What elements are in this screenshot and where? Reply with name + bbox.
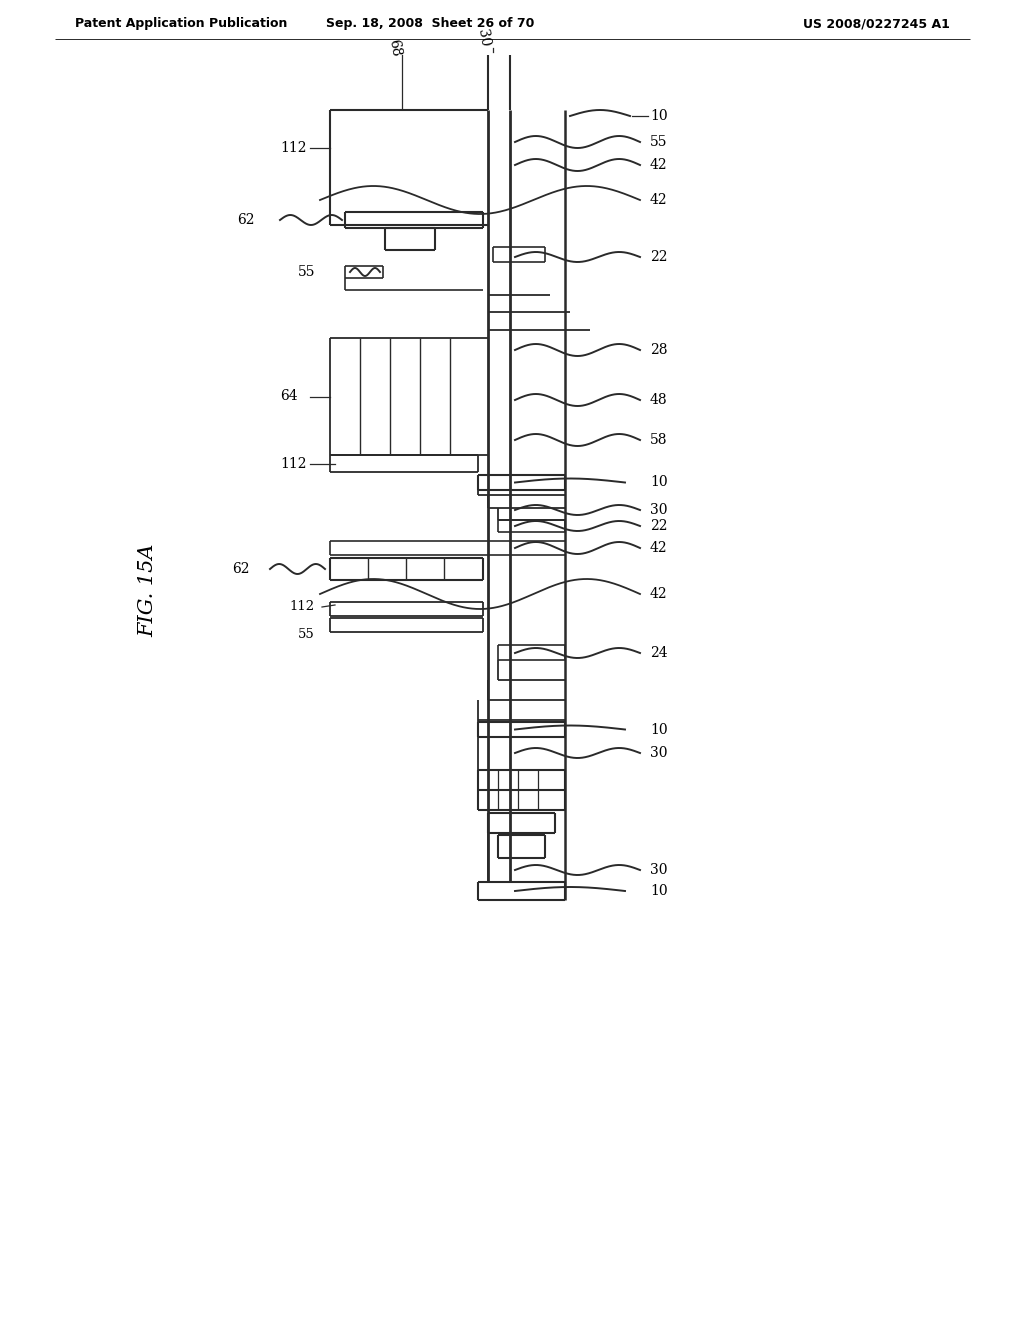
Text: 30: 30: [474, 28, 492, 48]
Text: 112: 112: [290, 601, 315, 614]
Text: 112: 112: [280, 140, 306, 154]
Text: 42: 42: [650, 193, 668, 207]
Text: 10: 10: [650, 110, 668, 123]
Text: 28: 28: [650, 343, 668, 356]
Text: 22: 22: [650, 249, 668, 264]
Text: 10: 10: [650, 722, 668, 737]
Text: Patent Application Publication: Patent Application Publication: [75, 17, 288, 30]
Text: 112: 112: [280, 457, 306, 470]
Text: 42: 42: [650, 541, 668, 554]
Text: US 2008/0227245 A1: US 2008/0227245 A1: [803, 17, 950, 30]
Text: 62: 62: [238, 213, 255, 227]
Text: 24: 24: [650, 645, 668, 660]
Text: 48: 48: [650, 393, 668, 407]
Text: 55: 55: [298, 628, 315, 642]
Text: 55: 55: [650, 135, 668, 149]
Text: 10: 10: [650, 884, 668, 898]
Text: 30: 30: [650, 863, 668, 876]
Text: 55: 55: [298, 265, 315, 279]
Text: FIG. 15A: FIG. 15A: [138, 544, 158, 636]
Text: 30: 30: [650, 503, 668, 517]
Text: 30: 30: [650, 746, 668, 760]
Text: 64: 64: [280, 389, 298, 404]
Text: 42: 42: [650, 158, 668, 172]
Text: 68: 68: [387, 38, 403, 58]
Text: 62: 62: [232, 562, 250, 576]
Text: 22: 22: [650, 519, 668, 533]
Text: 10: 10: [650, 475, 668, 490]
Text: 58: 58: [650, 433, 668, 447]
Text: 42: 42: [650, 587, 668, 601]
Text: Sep. 18, 2008  Sheet 26 of 70: Sep. 18, 2008 Sheet 26 of 70: [326, 17, 535, 30]
